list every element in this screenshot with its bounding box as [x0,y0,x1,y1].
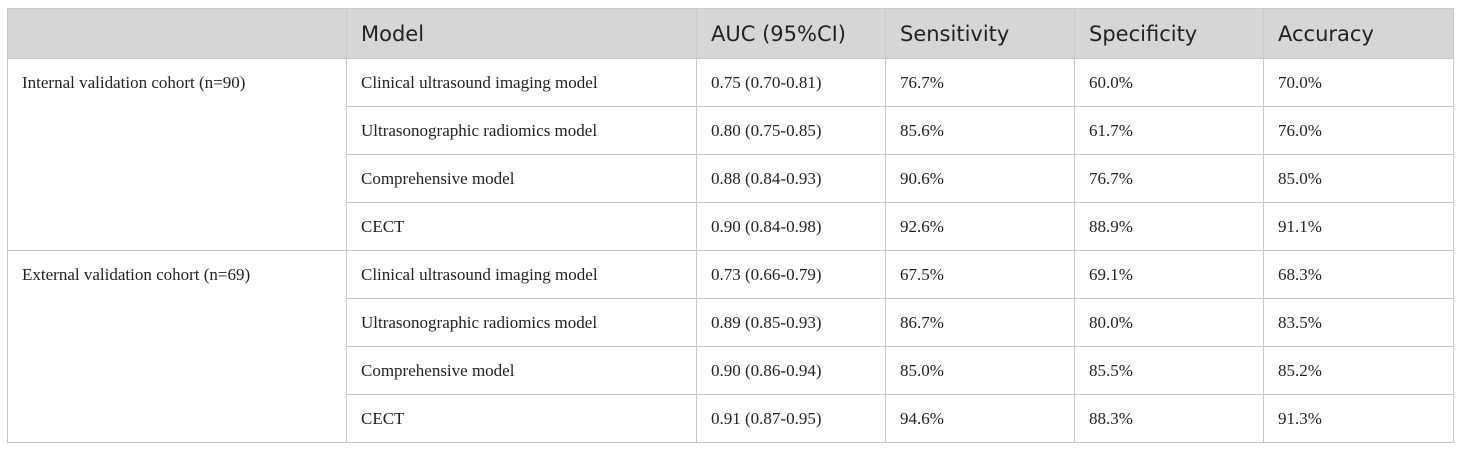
sensitivity-cell: 86.7% [885,298,1075,347]
auc-cell: 0.91 (0.87-0.95) [696,394,886,443]
auc-cell: 0.73 (0.66-0.79) [696,250,886,299]
specificity-cell: 80.0% [1074,298,1264,347]
accuracy-cell: 85.2% [1263,346,1454,395]
auc-cell: 0.90 (0.86-0.94) [696,346,886,395]
specificity-cell: 88.3% [1074,394,1264,443]
accuracy-cell: 85.0% [1263,154,1454,203]
header-model: Model [346,8,697,59]
model-cell: Comprehensive model [346,346,697,395]
accuracy-cell: 91.1% [1263,202,1454,251]
sensitivity-cell: 92.6% [885,202,1075,251]
model-cell: Comprehensive model [346,154,697,203]
table-row: Internal validation cohort (n=90) Clinica… [7,58,1454,251]
specificity-cell: 61.7% [1074,106,1264,155]
accuracy-cell: 68.3% [1263,250,1454,299]
header-sensitivity: Sensitivity [885,8,1075,59]
specificity-cell: 60.0% [1074,58,1264,107]
auc-cell: 0.80 (0.75-0.85) [696,106,886,155]
header-auc: AUC (95%CI) [696,8,886,59]
sensitivity-cell: 85.0% [885,346,1075,395]
table-row: Comprehensive model 0.90 (0.86-0.94) 85.0%… [8,346,1454,395]
specificity-cell: 88.9% [1074,202,1264,251]
results-table: Model AUC (95%CI) Sensitivity Specificit… [7,8,1454,443]
specificity-cell: 85.5% [1074,346,1264,395]
header-accuracy: Accuracy [1263,8,1454,59]
specificity-cell: 69.1% [1074,250,1264,299]
cohort-label: Internal validation cohort (n=90) [7,58,347,251]
auc-cell: 0.88 (0.84-0.93) [696,154,886,203]
accuracy-cell: 70.0% [1263,58,1454,107]
model-cell: Clinical ultrasound imaging model [346,58,697,107]
model-cell: Ultrasonographic radiomics model [346,106,697,155]
sensitivity-cell: 85.6% [885,106,1075,155]
table-row: CECT 0.91 (0.87-0.95) 94.6% 88.3% 91.3% [8,394,1454,443]
sensitivity-cell: 94.6% [885,394,1075,443]
model-cell: Ultrasonographic radiomics model [346,298,697,347]
sensitivity-cell: 90.6% [885,154,1075,203]
table-header: Model AUC (95%CI) Sensitivity Specificit… [7,8,1454,59]
auc-cell: 0.89 (0.85-0.93) [696,298,886,347]
table-row: External validation cohort (n=69) Clinica… [7,250,1454,443]
model-cell: CECT [346,394,697,443]
accuracy-cell: 83.5% [1263,298,1454,347]
specificity-cell: 76.7% [1074,154,1264,203]
header-cohort [7,8,347,59]
table-row: Ultrasonographic radiomics model 0.89 (0.… [8,298,1454,347]
model-cell: CECT [346,202,697,251]
auc-cell: 0.75 (0.70-0.81) [696,58,886,107]
auc-cell: 0.90 (0.84-0.98) [696,202,886,251]
table-body: Internal validation cohort (n=90) Clinica… [7,58,1454,443]
table-row: CECT 0.90 (0.84-0.98) 92.6% 88.9% 91.1% [8,202,1454,251]
header-row: Model AUC (95%CI) Sensitivity Specificit… [7,8,1454,59]
table-row: Ultrasonographic radiomics model 0.80 (0.… [8,106,1454,155]
sensitivity-cell: 67.5% [885,250,1075,299]
table-row: Comprehensive model 0.88 (0.84-0.93) 90.6%… [8,154,1454,203]
model-cell: Clinical ultrasound imaging model [346,250,697,299]
cohort-label: External validation cohort (n=69) [7,250,347,443]
accuracy-cell: 76.0% [1263,106,1454,155]
sensitivity-cell: 76.7% [885,58,1075,107]
accuracy-cell: 91.3% [1263,394,1454,443]
header-specificity: Specificity [1074,8,1264,59]
